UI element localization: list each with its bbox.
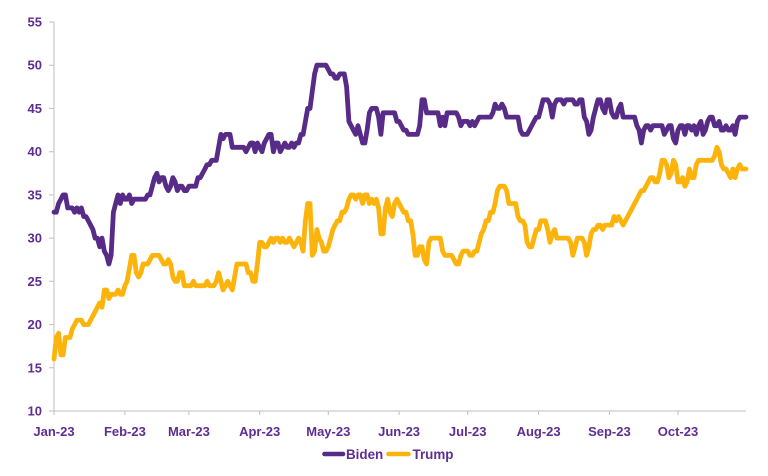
svg-text:45: 45 (28, 101, 42, 116)
svg-text:Sep-23: Sep-23 (588, 424, 631, 439)
svg-text:Biden: Biden (346, 447, 383, 462)
svg-text:50: 50 (28, 58, 42, 73)
svg-text:20: 20 (28, 317, 42, 332)
svg-text:15: 15 (28, 360, 42, 375)
svg-text:Mar-23: Mar-23 (168, 424, 210, 439)
svg-text:10: 10 (28, 404, 42, 419)
svg-text:Oct-23: Oct-23 (658, 424, 698, 439)
svg-text:35: 35 (28, 187, 42, 202)
svg-text:30: 30 (28, 231, 42, 246)
svg-text:Jun-23: Jun-23 (378, 424, 420, 439)
svg-text:Apr-23: Apr-23 (239, 424, 280, 439)
svg-text:Feb-23: Feb-23 (104, 424, 146, 439)
svg-text:55: 55 (28, 15, 42, 30)
svg-text:Aug-23: Aug-23 (517, 424, 561, 439)
svg-text:May-23: May-23 (306, 424, 350, 439)
svg-text:Trump: Trump (413, 447, 454, 462)
svg-text:Jul-23: Jul-23 (449, 424, 487, 439)
svg-text:Jan-23: Jan-23 (33, 424, 74, 439)
svg-text:25: 25 (28, 274, 42, 289)
svg-text:40: 40 (28, 144, 42, 159)
